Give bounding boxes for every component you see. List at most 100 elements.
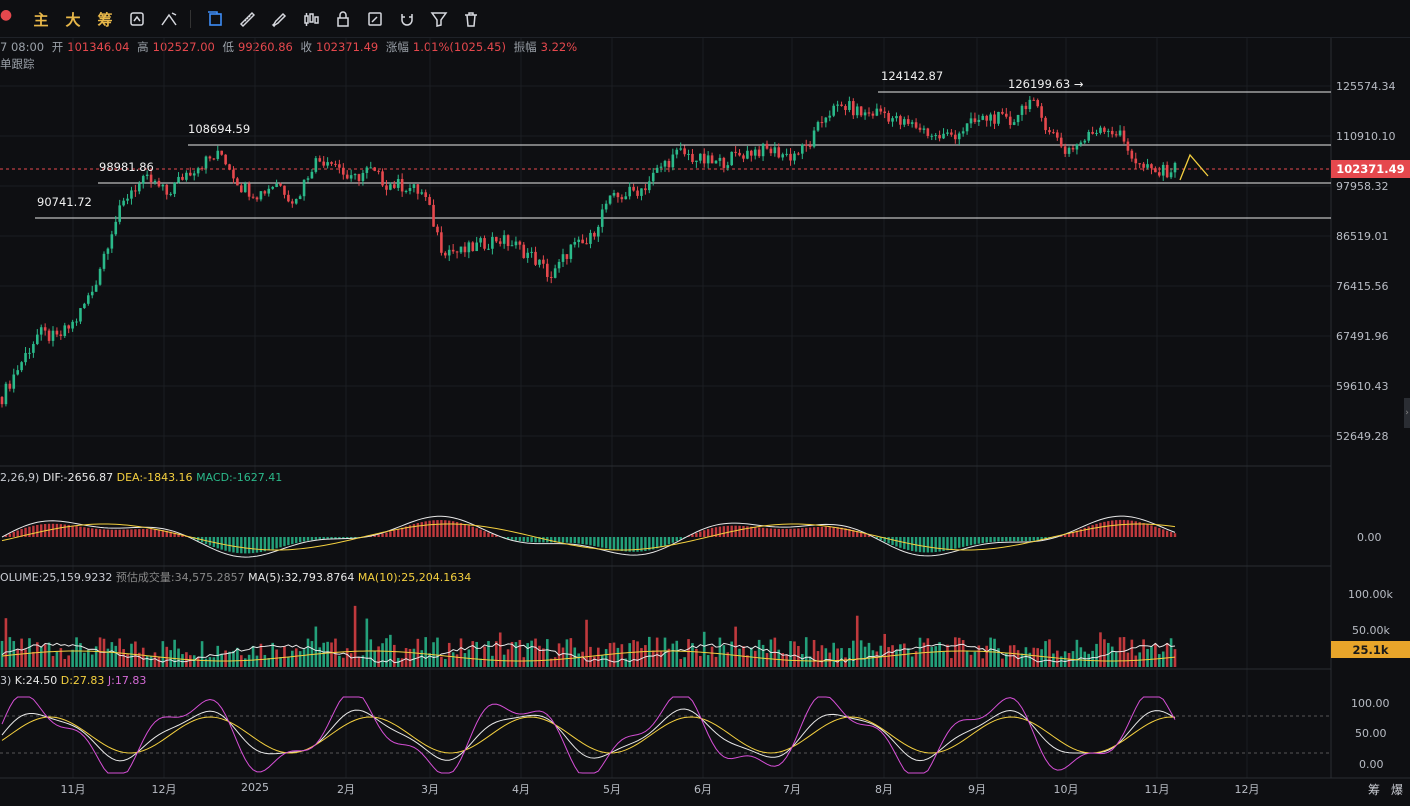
macd-bar	[181, 534, 184, 537]
macd-bar	[440, 520, 443, 537]
volume-legend[interactable]: OLUME:25,159.9232 预估成交量:34,575.2857 MA(5…	[0, 569, 471, 585]
brush-icon[interactable]	[268, 8, 290, 30]
volume-bar	[824, 648, 828, 667]
volume-bar	[357, 657, 361, 667]
macd-bar	[542, 537, 545, 543]
candle-body	[514, 241, 518, 246]
candle-body	[436, 226, 439, 233]
candle-body	[75, 321, 78, 323]
macd-bar	[993, 537, 996, 542]
candle-body	[498, 241, 502, 244]
candle-icon[interactable]	[300, 8, 322, 30]
candle-body	[855, 106, 859, 116]
indicator-line-icon[interactable]	[158, 8, 180, 30]
volume-bar	[28, 638, 31, 667]
projection-line[interactable]	[1179, 153, 1209, 181]
macd-bar	[863, 533, 867, 537]
compare-icon[interactable]	[126, 8, 148, 30]
macd-bar	[59, 524, 63, 537]
edit-icon[interactable]	[364, 8, 386, 30]
volume-bar	[1134, 655, 1138, 667]
macd-legend[interactable]: 2,26,9) DIF:-2656.87 DEA:-1843.16 MACD:-…	[0, 471, 282, 484]
candle-body	[279, 183, 282, 186]
macd-bar	[891, 537, 894, 545]
macd-bar	[487, 532, 490, 537]
volume-bar	[428, 653, 431, 667]
chips-toggle[interactable]: 筹	[1368, 783, 1381, 797]
macd-bar	[173, 532, 176, 537]
candle-body	[973, 118, 977, 122]
volume-bar	[855, 615, 859, 667]
macd-bar	[1040, 537, 1043, 540]
dif-line	[1, 515, 1176, 558]
macd-bar	[412, 524, 416, 537]
candle-body	[385, 185, 388, 190]
lock-icon[interactable]	[332, 8, 354, 30]
volume-bar	[761, 644, 765, 667]
collapse-right-icon[interactable]: ›	[1404, 398, 1410, 428]
candle-body	[1161, 164, 1165, 176]
trash-icon[interactable]	[460, 8, 482, 30]
candle-body	[1001, 111, 1004, 114]
big-order-button[interactable]: 大	[65, 10, 81, 29]
candle-body	[683, 148, 686, 155]
ruler-icon[interactable]	[236, 8, 258, 30]
kdj-tick: 100.00	[1351, 697, 1390, 710]
macd-bar	[330, 537, 333, 539]
candle-body	[726, 165, 730, 168]
macd-bar	[561, 537, 565, 543]
volume-bar	[946, 644, 949, 667]
macd-bar	[1114, 520, 1118, 537]
macd-bar	[750, 526, 753, 537]
macd-bar	[961, 537, 965, 547]
candle-body	[1020, 105, 1024, 115]
volume-bar	[208, 657, 212, 667]
macd-bar	[373, 535, 376, 537]
change-label: 涨幅	[385, 40, 409, 54]
candle-body	[106, 248, 110, 254]
candle-body	[1114, 134, 1118, 136]
macd-bar	[55, 523, 59, 537]
candle-body	[1056, 132, 1059, 138]
volume-bar	[189, 655, 192, 667]
price-tick: 52649.28	[1336, 430, 1389, 443]
candle-body	[1071, 147, 1075, 150]
volume-bar	[612, 642, 616, 667]
macd-bar	[859, 532, 863, 537]
order-tracking-label[interactable]: 单跟踪	[0, 57, 35, 71]
filter-icon[interactable]	[428, 8, 450, 30]
macd-bar	[463, 524, 467, 537]
candle-body	[922, 128, 926, 130]
chips-button[interactable]: 筹	[97, 10, 113, 29]
liquidation-toggle[interactable]: 爆	[1391, 783, 1404, 797]
volume-bar	[16, 649, 19, 667]
volume-bar	[83, 652, 86, 667]
kdj-legend[interactable]: 3) K:24.50 D:27.83 J:17.83	[0, 674, 146, 687]
volume-bar	[961, 640, 965, 667]
candle-body	[1118, 130, 1122, 136]
volume-bar	[518, 639, 522, 667]
volume-bar	[181, 654, 184, 667]
layers-icon[interactable]	[204, 8, 226, 30]
candle-body	[1091, 131, 1094, 134]
volume-ma10-line	[1, 650, 1176, 662]
price-tick: 97958.32	[1336, 180, 1389, 193]
candle-body	[1122, 130, 1126, 142]
candle-body	[895, 116, 898, 119]
magnet-icon[interactable]	[396, 8, 418, 30]
candle-body	[789, 153, 792, 161]
candle-body	[608, 195, 612, 204]
macd-bar	[899, 537, 902, 548]
volume-bar	[145, 655, 149, 667]
volume-bar	[283, 645, 286, 667]
volume-bar	[451, 652, 455, 667]
candle-body	[1134, 158, 1138, 164]
candle-body	[400, 178, 404, 192]
candle-body	[177, 176, 180, 183]
main-indicator-button[interactable]: 主	[33, 10, 49, 29]
macd-bar	[789, 528, 792, 537]
volume-bar	[338, 655, 341, 667]
candle-body	[679, 148, 682, 150]
candle-body	[94, 284, 98, 292]
